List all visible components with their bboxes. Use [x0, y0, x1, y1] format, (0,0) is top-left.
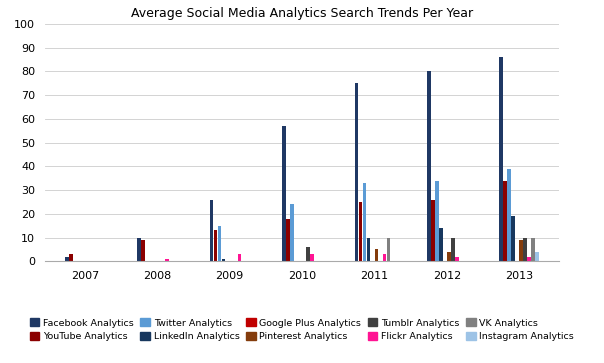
Bar	[532, 238, 535, 261]
Bar	[238, 254, 242, 261]
Bar	[286, 219, 290, 261]
Bar	[359, 202, 362, 261]
Bar	[435, 181, 439, 261]
Bar	[138, 238, 141, 261]
Bar	[535, 252, 539, 261]
Bar	[527, 257, 531, 261]
Bar	[427, 72, 431, 261]
Bar	[165, 259, 169, 261]
Bar	[507, 169, 511, 261]
Bar	[447, 252, 451, 261]
Bar	[310, 254, 313, 261]
Bar	[291, 204, 294, 261]
Bar	[367, 238, 370, 261]
Bar	[65, 257, 69, 261]
Bar	[524, 238, 527, 261]
Bar	[382, 254, 386, 261]
Bar	[431, 200, 435, 261]
Bar	[504, 181, 507, 261]
Bar	[387, 238, 390, 261]
Bar	[218, 226, 222, 261]
Bar	[451, 238, 455, 261]
Bar	[455, 257, 458, 261]
Bar	[439, 228, 443, 261]
Bar	[141, 240, 145, 261]
Bar	[500, 57, 503, 261]
Bar	[362, 183, 366, 261]
Bar	[69, 254, 72, 261]
Bar	[222, 259, 225, 261]
Title: Average Social Media Analytics Search Trends Per Year: Average Social Media Analytics Search Tr…	[131, 7, 473, 20]
Bar	[306, 247, 310, 261]
Bar	[282, 126, 286, 261]
Bar	[355, 83, 358, 261]
Bar	[210, 200, 213, 261]
Bar	[512, 216, 515, 261]
Bar	[374, 249, 378, 261]
Bar	[519, 240, 523, 261]
Legend: Facebook Analytics, YouTube Analytics, Twitter Analytics, LinkedIn Analytics, Go: Facebook Analytics, YouTube Analytics, T…	[30, 318, 574, 342]
Bar	[214, 231, 217, 261]
